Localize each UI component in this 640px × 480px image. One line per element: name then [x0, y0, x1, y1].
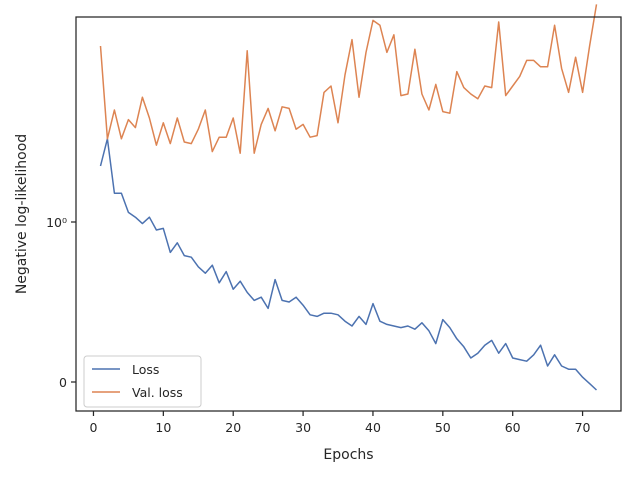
series-line-val-loss — [99, 4, 598, 154]
x-tick-label: 20 — [225, 420, 241, 435]
plot-area — [99, 4, 598, 391]
series-line-loss — [99, 138, 598, 391]
legend-label: Loss — [132, 362, 159, 377]
legend-label: Val. loss — [132, 385, 183, 400]
x-tick-label: 30 — [295, 420, 311, 435]
x-tick-label: 50 — [435, 420, 451, 435]
axes-frame — [75, 16, 622, 412]
x-tick-label: 70 — [575, 420, 591, 435]
y-tick-label: 0 — [59, 375, 67, 390]
x-tick-label: 40 — [365, 420, 381, 435]
x-tick-label: 0 — [89, 420, 97, 435]
y-tick-label: 10⁰ — [46, 215, 67, 230]
x-tick-label: 10 — [155, 420, 171, 435]
y-axis-label: Negative log-likelihood — [14, 134, 30, 294]
x-axis: 0 10 20 30 40 50 60 70 — [89, 411, 591, 435]
legend: Loss Val. loss — [83, 355, 202, 408]
x-tick-label: 60 — [505, 420, 521, 435]
y-axis: 0 10⁰ — [46, 215, 76, 390]
x-axis-label: Epochs — [323, 447, 373, 463]
